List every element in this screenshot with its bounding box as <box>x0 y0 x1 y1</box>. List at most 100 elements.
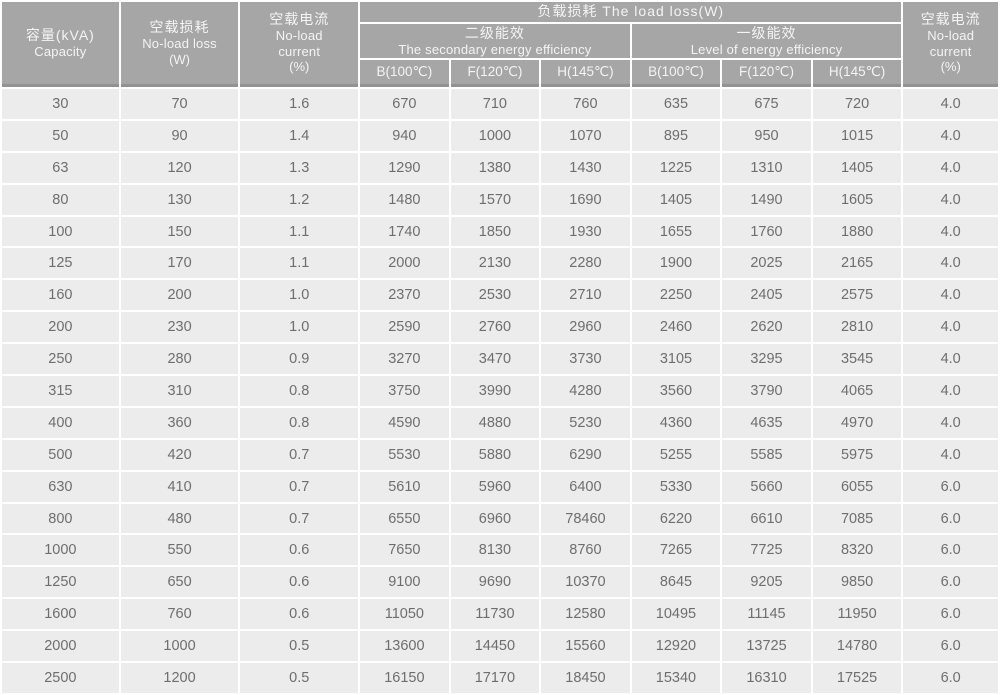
header-secondary-efficiency-en: The secondary energy efficiency <box>398 41 592 57</box>
cell-secondary-b100: 940 <box>360 120 449 151</box>
cell-capacity-kva: 630 <box>2 471 119 502</box>
header-secondary-h145: H(145℃) <box>541 60 630 87</box>
cell-no-load-current-pct: 0.5 <box>240 631 359 662</box>
cell-secondary-f120: 5960 <box>450 471 540 502</box>
header-no-load-loss: 空载损耗 No-load loss (W) <box>120 2 239 87</box>
cell-capacity-kva: 1600 <box>2 599 119 630</box>
cell-level1-f120: 1310 <box>722 152 811 183</box>
table-row: 800 480 0.7 6550 6960 78460 6220 6610 7085 6.0 <box>2 503 998 534</box>
cell-no-load-current-pct-right: 4.0 <box>903 248 998 279</box>
cell-level1-f120: 3295 <box>722 344 811 375</box>
table-row: 2500 1200 0.5 16150 17170 18450 15340 16310 1752… <box>2 663 998 693</box>
cell-no-load-current-pct-right: 6.0 <box>903 471 998 502</box>
cell-no-load-current-pct: 0.7 <box>240 503 359 534</box>
table-row: 30 70 1.6 670 710 760 635 675 720 4.0 <box>2 89 998 119</box>
cell-level1-b100: 2460 <box>631 312 721 343</box>
table-row: 200 230 1.0 2590 2760 2960 2460 2620 2810 4.0 <box>2 312 998 343</box>
cell-level1-h145: 2165 <box>812 248 902 279</box>
cell-level1-h145: 5975 <box>812 439 902 470</box>
cell-no-load-current-pct: 0.7 <box>240 471 359 502</box>
cell-no-load-current-pct-right: 6.0 <box>903 599 998 630</box>
cell-level1-h145: 4970 <box>812 407 902 438</box>
cell-capacity-kva: 315 <box>2 376 119 406</box>
cell-level1-f120: 4635 <box>722 407 811 438</box>
cell-capacity-kva: 500 <box>2 439 119 470</box>
cell-no-load-current-pct-right: 6.0 <box>903 567 998 598</box>
header-row-2: 二级能效 The secondary energy efficiency 一级能… <box>2 24 998 58</box>
cell-level1-f120: 7725 <box>722 535 811 566</box>
cell-secondary-h145: 4280 <box>541 376 630 406</box>
cell-level1-h145: 7085 <box>812 503 902 534</box>
cell-secondary-f120: 1000 <box>450 120 540 151</box>
header-level1-h145: H(145℃) <box>812 60 902 87</box>
table-row: 400 360 0.8 4590 4880 5230 4360 4635 4970 4.0 <box>2 407 998 438</box>
cell-secondary-f120: 9690 <box>450 567 540 598</box>
header-level1-b100: B(100℃) <box>631 60 721 87</box>
cell-secondary-h145: 2960 <box>541 312 630 343</box>
cell-capacity-kva: 63 <box>2 152 119 183</box>
cell-no-load-current-pct: 0.6 <box>240 535 359 566</box>
header-no-load-current-left: 空载电流 No-load current (%) <box>240 2 359 87</box>
cell-no-load-loss-w: 70 <box>120 89 239 119</box>
cell-level1-b100: 1405 <box>631 184 721 215</box>
header-load-loss-group: 负载损耗 The load loss(W) <box>360 2 902 22</box>
cell-capacity-kva: 100 <box>2 216 119 247</box>
cell-secondary-h145: 6400 <box>541 471 630 502</box>
cell-secondary-b100: 9100 <box>360 567 449 598</box>
header-no-load-current-right-zh: 空载电流 <box>920 10 981 27</box>
cell-level1-b100: 2250 <box>631 280 721 311</box>
cell-secondary-h145: 2710 <box>541 280 630 311</box>
cell-no-load-current-pct-right: 4.0 <box>903 120 998 151</box>
cell-secondary-b100: 5530 <box>360 439 449 470</box>
cell-level1-b100: 4360 <box>631 407 721 438</box>
cell-secondary-h145: 8760 <box>541 535 630 566</box>
cell-no-load-current-pct: 1.0 <box>240 312 359 343</box>
cell-capacity-kva: 50 <box>2 120 119 151</box>
cell-no-load-current-pct: 0.7 <box>240 439 359 470</box>
cell-level1-b100: 5330 <box>631 471 721 502</box>
cell-capacity-kva: 125 <box>2 248 119 279</box>
cell-secondary-b100: 2000 <box>360 248 449 279</box>
table-row: 630 410 0.7 5610 5960 6400 5330 5660 6055 6.0 <box>2 471 998 502</box>
cell-secondary-b100: 3270 <box>360 344 449 375</box>
cell-no-load-current-pct: 1.1 <box>240 216 359 247</box>
cell-level1-h145: 1015 <box>812 120 902 151</box>
cell-level1-b100: 5255 <box>631 439 721 470</box>
cell-level1-b100: 635 <box>631 89 721 119</box>
cell-secondary-h145: 12580 <box>541 599 630 630</box>
cell-secondary-f120: 17170 <box>450 663 540 693</box>
cell-secondary-f120: 14450 <box>450 631 540 662</box>
cell-secondary-f120: 2130 <box>450 248 540 279</box>
cell-secondary-h145: 3730 <box>541 344 630 375</box>
cell-capacity-kva: 400 <box>2 407 119 438</box>
cell-level1-h145: 17525 <box>812 663 902 693</box>
header-capacity-en: Capacity <box>34 43 87 59</box>
cell-no-load-loss-w: 90 <box>120 120 239 151</box>
cell-secondary-f120: 3990 <box>450 376 540 406</box>
table-row: 125 170 1.1 2000 2130 2280 1900 2025 2165 4.0 <box>2 248 998 279</box>
cell-secondary-h145: 5230 <box>541 407 630 438</box>
cell-no-load-loss-w: 170 <box>120 248 239 279</box>
cell-level1-f120: 6610 <box>722 503 811 534</box>
header-no-load-current-right: 空载电流 No-load current (%) <box>903 2 998 87</box>
cell-secondary-h145: 18450 <box>541 663 630 693</box>
cell-no-load-current-pct-right: 4.0 <box>903 407 998 438</box>
cell-no-load-current-pct: 1.6 <box>240 89 359 119</box>
cell-capacity-kva: 800 <box>2 503 119 534</box>
header-level1-efficiency-en: Level of energy efficiency <box>690 41 843 57</box>
cell-capacity-kva: 160 <box>2 280 119 311</box>
cell-secondary-b100: 5610 <box>360 471 449 502</box>
table-row: 1000 550 0.6 7650 8130 8760 7265 7725 8320 6.0 <box>2 535 998 566</box>
cell-secondary-f120: 1570 <box>450 184 540 215</box>
cell-level1-b100: 1225 <box>631 152 721 183</box>
cell-secondary-b100: 4590 <box>360 407 449 438</box>
cell-level1-f120: 11145 <box>722 599 811 630</box>
cell-level1-f120: 13725 <box>722 631 811 662</box>
table-row: 80 130 1.2 1480 1570 1690 1405 1490 1605 4.0 <box>2 184 998 215</box>
cell-no-load-current-pct: 1.1 <box>240 248 359 279</box>
cell-secondary-h145: 1930 <box>541 216 630 247</box>
cell-capacity-kva: 2000 <box>2 631 119 662</box>
cell-secondary-b100: 3750 <box>360 376 449 406</box>
cell-secondary-f120: 710 <box>450 89 540 119</box>
